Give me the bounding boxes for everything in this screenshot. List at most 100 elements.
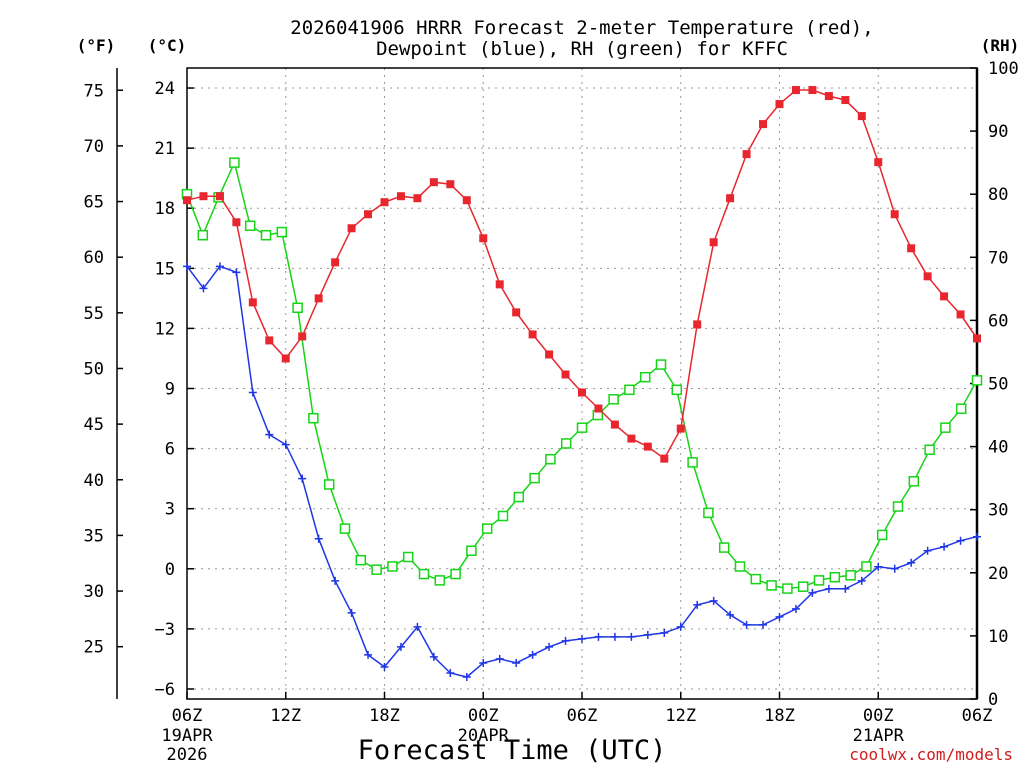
rh-point bbox=[339, 523, 351, 534]
temperature-point bbox=[610, 420, 619, 429]
dewpoint-point bbox=[446, 668, 455, 677]
rh-point bbox=[402, 551, 414, 563]
dewpoint-point bbox=[347, 608, 356, 617]
temperature-point bbox=[726, 194, 735, 203]
temperature-point bbox=[298, 332, 307, 341]
rh-point bbox=[971, 375, 983, 386]
x-tick-label: 00Z bbox=[468, 706, 499, 726]
axes bbox=[116, 67, 979, 700]
dewpoint-point bbox=[742, 620, 751, 629]
temperature-point bbox=[890, 210, 899, 219]
dewpoint-point bbox=[331, 576, 340, 585]
date-label: 21APR bbox=[853, 726, 905, 746]
celsius-unit-label: (°C) bbox=[148, 36, 187, 55]
dewpoint-point bbox=[824, 584, 833, 593]
rh-series bbox=[181, 157, 983, 594]
rh-tick-label: 70 bbox=[988, 248, 1008, 268]
temperature-point bbox=[183, 196, 191, 205]
temperature-point bbox=[380, 198, 389, 207]
rh-point bbox=[639, 371, 651, 383]
dewpoint-point bbox=[594, 632, 603, 641]
rh-tick-label: 60 bbox=[988, 311, 1008, 331]
celsius-tick-label: 0 bbox=[165, 560, 175, 580]
rh-point bbox=[545, 453, 556, 465]
rh-point bbox=[418, 568, 430, 580]
rh-point bbox=[497, 510, 509, 522]
rh-point bbox=[782, 583, 793, 594]
celsius-tick-label: 6 bbox=[165, 440, 175, 460]
rh-tick-label: 100 bbox=[988, 59, 1019, 79]
fahrenheit-tick-label: 30 bbox=[84, 582, 104, 602]
rh-point bbox=[955, 403, 967, 414]
dewpoint-point bbox=[709, 596, 718, 605]
celsius-tick-label: −6 bbox=[155, 680, 175, 700]
temperature-point bbox=[314, 294, 323, 303]
temperature-point bbox=[923, 272, 932, 281]
fahrenheit-tick-label: 60 bbox=[84, 248, 104, 268]
temperature-series bbox=[183, 86, 981, 463]
rh-point bbox=[624, 384, 635, 396]
dewpoint-point bbox=[248, 388, 257, 397]
rh-point bbox=[371, 564, 382, 575]
fahrenheit-tick-label: 70 bbox=[84, 137, 104, 157]
dewpoint-point bbox=[215, 262, 224, 271]
dewpoint-point bbox=[643, 630, 652, 639]
celsius-tick-label: 3 bbox=[165, 500, 175, 520]
dewpoint-point bbox=[874, 562, 883, 571]
dewpoint-point bbox=[808, 588, 817, 597]
rh-point bbox=[387, 561, 398, 572]
chart-title-line2: Dewpoint (blue), RH (green) for KFFC bbox=[376, 38, 788, 60]
temperature-point bbox=[791, 86, 800, 95]
temperature-point bbox=[940, 292, 949, 301]
temperature-point bbox=[627, 434, 636, 443]
dewpoint-point bbox=[841, 584, 850, 593]
dewpoint-point bbox=[199, 284, 208, 293]
temperature-point bbox=[561, 370, 570, 379]
x-tick-label: 00Z bbox=[863, 706, 894, 726]
fahrenheit-tick-label: 35 bbox=[84, 526, 104, 546]
dewpoint-point bbox=[890, 564, 899, 573]
temperature-point bbox=[331, 258, 340, 267]
dewpoint-point bbox=[561, 636, 570, 645]
dewpoint-point bbox=[495, 654, 504, 663]
fahrenheit-tick-label: 25 bbox=[84, 638, 104, 658]
rh-point bbox=[513, 491, 525, 503]
temperature-point bbox=[248, 298, 257, 307]
temperature-point bbox=[495, 280, 504, 289]
dewpoint-point bbox=[923, 546, 932, 555]
celsius-tick-label: 12 bbox=[155, 319, 175, 339]
temperature-point bbox=[215, 192, 224, 201]
rh-point bbox=[229, 157, 240, 168]
rh-point bbox=[197, 229, 209, 241]
dewpoint-point bbox=[578, 634, 586, 643]
dewpoint-point bbox=[396, 642, 405, 651]
celsius-tick-label: 9 bbox=[165, 380, 175, 400]
temperature-point bbox=[347, 224, 356, 233]
dewpoint-point bbox=[940, 542, 949, 551]
dewpoint-point bbox=[265, 430, 274, 439]
rh-point bbox=[703, 507, 714, 519]
celsius-tick-label: 24 bbox=[155, 79, 175, 99]
dewpoint-point bbox=[528, 650, 537, 659]
dewpoint-point bbox=[907, 558, 916, 567]
temperature-point bbox=[973, 334, 981, 343]
rh-point bbox=[560, 438, 572, 449]
rh-tick-label: 0 bbox=[988, 690, 998, 710]
temperature-point bbox=[643, 442, 652, 451]
temperature-point bbox=[874, 158, 883, 167]
axis-labels: 25 30 35 40 45 50 55 60 65 70 75 −6 −3 0 3 6 9 12 15 18 21 24… bbox=[84, 59, 1019, 765]
temperature-point bbox=[857, 112, 866, 121]
rh-point bbox=[655, 359, 667, 370]
dewpoint-point bbox=[791, 604, 800, 613]
x-tick-label: 18Z bbox=[764, 706, 795, 726]
dewpoint-point bbox=[462, 672, 471, 681]
dewpoint-point bbox=[298, 474, 307, 483]
rh-point bbox=[734, 561, 746, 572]
x-axis-title: Forecast Time (UTC) bbox=[358, 735, 667, 766]
rh-point bbox=[466, 545, 477, 556]
dewpoint-point bbox=[693, 600, 702, 609]
rh-point bbox=[813, 575, 825, 586]
rh-tick-label: 30 bbox=[988, 501, 1008, 521]
temperature-point bbox=[199, 192, 208, 201]
rh-point bbox=[576, 422, 588, 433]
